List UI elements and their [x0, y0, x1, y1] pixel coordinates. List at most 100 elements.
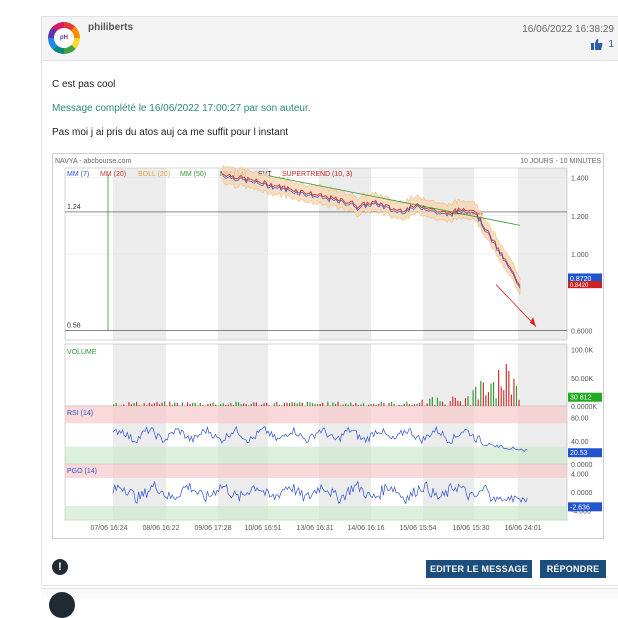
volume-bar [368, 405, 369, 406]
volume-bar [312, 403, 313, 406]
forum-post: pH philiberts 16/06/2022 16:38:29 1 C es… [41, 16, 618, 586]
volume-bar [475, 387, 476, 406]
x-tick-label: 13/06 16:31 [297, 525, 334, 532]
volume-bar [200, 403, 201, 406]
post-line-1: C est pas cool [52, 79, 115, 90]
volume-bar [210, 404, 211, 406]
post-edit-note: Message complété le 16/06/2022 17:00:27 … [52, 103, 311, 114]
volume-bar [506, 364, 507, 406]
day-shade [113, 344, 166, 406]
pgo-last-label: -2.636 [570, 504, 590, 511]
legend-entry: MM (20) [100, 171, 126, 178]
rsi-overbought-zone [65, 406, 567, 423]
volume-bar [337, 402, 338, 406]
x-tick-label: 07/06 16:24 [91, 525, 128, 532]
volume-bar [182, 402, 183, 406]
volume-bar [327, 402, 328, 406]
volume-bar [195, 403, 196, 406]
volume-bar [330, 405, 331, 406]
volume-bar [455, 398, 456, 406]
volume-bar [411, 405, 412, 406]
rsi-tick: 0.0000 [571, 462, 593, 469]
volume-tick: 0.0000K [571, 404, 597, 411]
edit-message-button[interactable]: EDITER LE MESSAGE [426, 560, 532, 578]
username-link[interactable]: philiberts [88, 22, 133, 33]
volume-bar [485, 395, 486, 406]
legend-entry: SUPERTREND (10, 3) [282, 171, 352, 178]
volume-bar [513, 379, 514, 406]
volume-bar [246, 404, 247, 406]
volume-bar [391, 402, 392, 406]
volume-bar [169, 402, 170, 406]
rsi-tick: 40.00 [571, 439, 589, 446]
volume-bar [399, 405, 400, 406]
volume-bar [350, 403, 351, 406]
volume-bar [220, 404, 221, 406]
x-tick-label: 10/06 16:51 [245, 525, 282, 532]
avatar[interactable]: pH [48, 22, 80, 54]
like-count: 1 [608, 39, 614, 50]
volume-bar [460, 401, 461, 406]
volume-bar [511, 395, 512, 406]
volume-bar [235, 402, 236, 406]
chart-period: 10 JOURS - 10 MINUTES [520, 158, 601, 165]
rsi-tick: 80.00 [571, 416, 589, 423]
volume-bar [358, 405, 359, 406]
volume-bar [164, 402, 165, 406]
volume-bar [284, 403, 285, 406]
volume-bar [113, 404, 114, 406]
volume-bar [184, 405, 185, 406]
volume-bar [381, 402, 382, 406]
level-high-label: 1.24 [67, 204, 81, 211]
volume-bar [307, 402, 308, 406]
volume-bar [243, 403, 244, 406]
volume-bar [416, 404, 417, 406]
volume-bar [442, 402, 443, 406]
volume-bar [116, 403, 117, 406]
reply-button[interactable]: RÉPONDRE [540, 560, 606, 578]
volume-bar [501, 387, 502, 406]
price-tick: 1.200 [571, 214, 589, 221]
price-tick: 1.000 [571, 252, 589, 259]
volume-bar [218, 405, 219, 406]
report-icon[interactable]: ! [52, 559, 68, 575]
volume-bar [133, 403, 134, 406]
volume-bar [207, 404, 208, 406]
volume-bar [371, 404, 372, 406]
volume-bar [253, 402, 254, 406]
volume-bar [269, 405, 270, 406]
like-button[interactable]: 1 [591, 39, 614, 50]
volume-bar [503, 390, 504, 406]
volume-bar [215, 405, 216, 406]
legend-entry: MM (50) [180, 171, 206, 178]
volume-bar [149, 403, 150, 406]
volume-bar [233, 405, 234, 406]
avatar[interactable] [49, 592, 75, 618]
volume-bar [299, 402, 300, 406]
volume-bar [478, 399, 479, 406]
volume-bar [353, 405, 354, 406]
x-tick-label: 16/06 15:30 [453, 525, 490, 532]
rsi-last-label: 20.53 [570, 450, 588, 457]
volume-bar [202, 405, 203, 406]
volume-bar [360, 404, 361, 406]
volume-bar [146, 405, 147, 406]
volume-bar [462, 405, 463, 406]
last-price2-label: 0.8420 [570, 283, 589, 289]
volume-bar [266, 403, 267, 406]
volume-bar [225, 405, 226, 406]
day-shade [423, 344, 474, 406]
volume-tick: 50.00K [571, 376, 594, 383]
day-shade [518, 344, 567, 406]
volume-bar [320, 404, 321, 406]
volume-bar [223, 403, 224, 406]
volume-bar [363, 403, 364, 406]
post-timestamp: 16/06/2022 16:38:29 [522, 24, 614, 35]
volume-bar [493, 382, 494, 406]
volume-bar [343, 405, 344, 406]
post-header: pH philiberts 16/06/2022 16:38:29 1 [42, 17, 618, 61]
volume-bar [388, 403, 389, 406]
x-tick-label: 08/06 16:22 [143, 525, 180, 532]
volume-bar [432, 397, 433, 406]
